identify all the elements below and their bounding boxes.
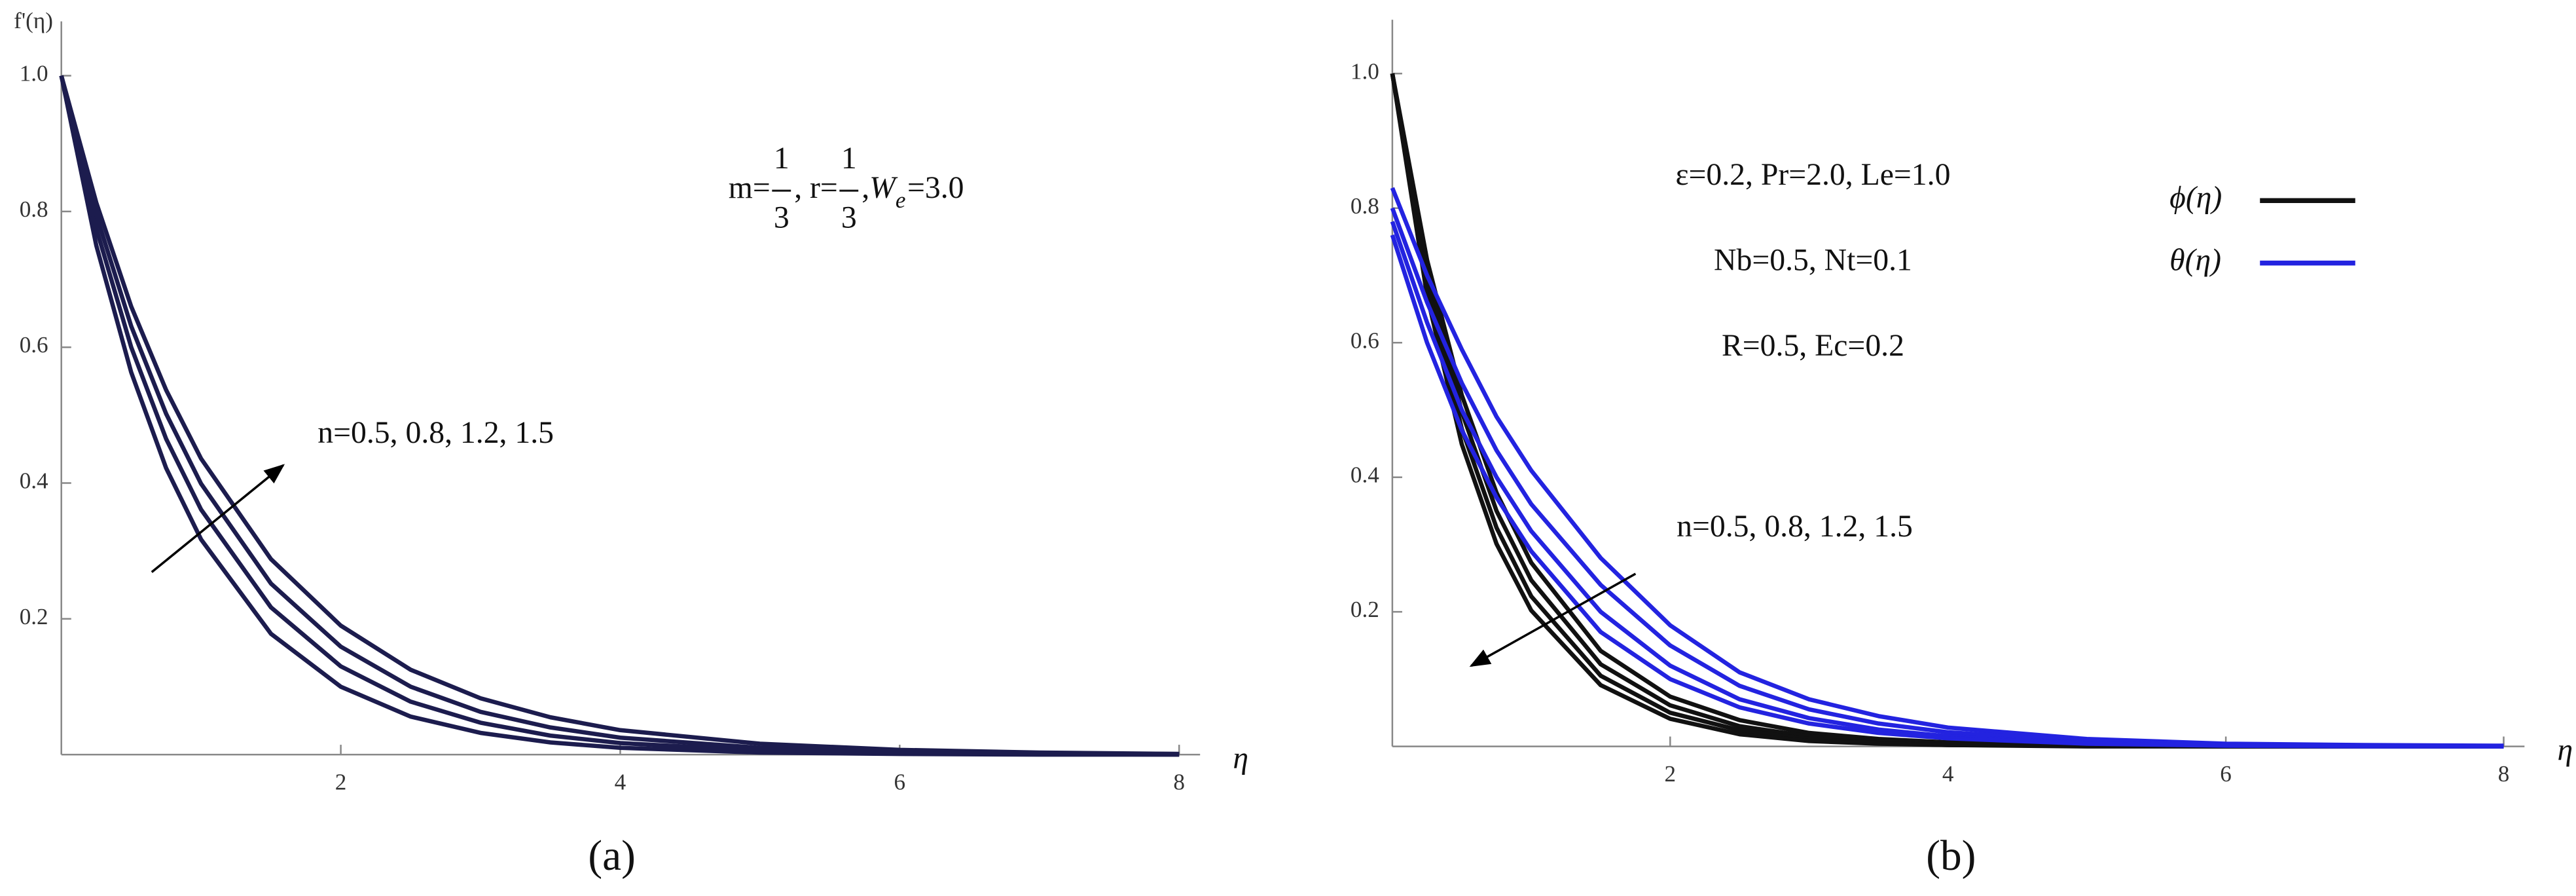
legend-label: ϕ(η) [2169,181,2222,215]
annotation: ε=0.2, Pr=2.0, Le=1.0 [1676,158,1951,192]
arrow [1469,572,1637,667]
series-line [59,75,1180,757]
x-tick-label: 2 [1665,761,1677,787]
parameter-text: =3.0 [907,171,964,205]
x-axis-label: η [2558,734,2573,768]
series-line [1390,187,2504,748]
annotation: n=0.5, 0.8, 1.2, 1.5 [317,416,554,450]
x-axis-label: η [1233,741,1248,775]
y-tick-label: 1.0 [20,61,48,86]
x-tick-label: 8 [1173,769,1185,794]
x-tick-label: 4 [1942,761,1954,787]
parameter-text: , [862,171,869,205]
parameter-subscript: e [896,187,906,213]
x-tick-label: 6 [2220,761,2232,787]
annotation: n=0.5, 0.8, 1.2, 1.5 [1677,510,1913,544]
y-tick-label: 0.8 [1351,193,1379,219]
x-tick-label: 2 [335,769,347,794]
fraction-denominator: 3 [774,200,789,234]
fraction-denominator: 3 [841,200,857,234]
chart-panel: 2 4 6 8 0.2 0.4 0.6 0.8 1.0 η ε=0.2, Pr=2.0, Le=1.… [1351,20,2573,880]
chart-panel: 2 4 6 8 0.2 0.4 0.6 0.8 1.0 η f'(η) n=0.5, 0.8, 1.2… [14,8,1248,880]
annotation: Nb=0.5, Nt=0.1 [1714,244,1912,278]
annotation: R=0.5, Ec=0.2 [1722,329,1904,363]
x-tick-label: 4 [615,769,626,794]
parameter-text: , r= [794,171,838,205]
y-axis-label: f'(η) [14,8,53,33]
y-tick-label: 0.2 [20,604,48,629]
series-line [59,75,1180,756]
series-line [1390,234,2504,749]
y-tick-label: 0.2 [1351,597,1379,622]
y-tick-label: 0.6 [1351,327,1379,353]
legend-label: θ(η) [2169,244,2221,278]
series-line [59,75,1180,756]
x-tick-label: 6 [894,769,906,794]
x-tick-label: 8 [2498,761,2510,787]
y-tick-label: 0.4 [20,468,48,494]
arrow [151,464,285,573]
series-line [1390,221,2504,749]
y-tick-label: 1.0 [1351,58,1379,84]
y-tick-label: 0.8 [20,196,48,222]
fraction-numerator: 1 [774,141,789,176]
panel-label: (b) [1926,832,1976,880]
parameter-text: W [869,171,898,205]
fraction-numerator: 1 [841,141,857,176]
series-line [59,75,1180,757]
y-tick-label: 0.4 [1351,462,1379,488]
panel-label: (a) [588,832,635,880]
parameter-text: m= [729,171,771,205]
y-tick-label: 0.6 [20,332,48,358]
series-line [1390,207,2504,749]
